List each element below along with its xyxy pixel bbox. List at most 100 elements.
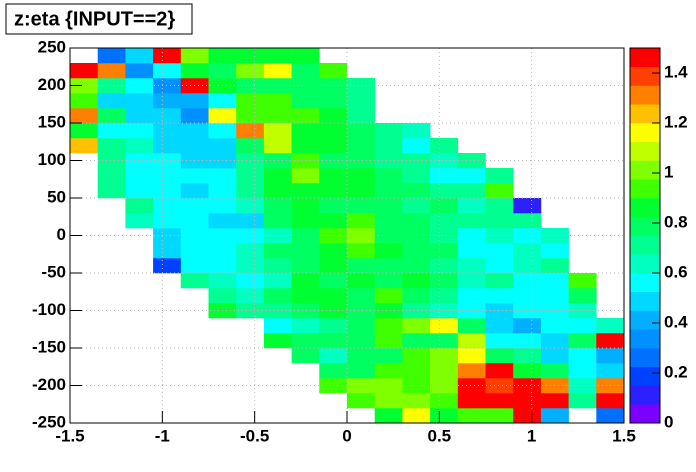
cell [347, 168, 375, 184]
cell [319, 363, 348, 379]
cell [402, 198, 431, 214]
cell [457, 303, 486, 319]
cell [208, 288, 237, 304]
cell [568, 363, 597, 379]
cell [319, 93, 348, 109]
cell [347, 138, 375, 154]
cell [347, 393, 375, 409]
cell [347, 183, 375, 199]
cell [374, 318, 403, 334]
cell [485, 393, 514, 409]
cell [540, 363, 569, 379]
cell [208, 48, 237, 64]
cell [180, 213, 209, 229]
cell [153, 93, 182, 109]
z-tick-label: 0.2 [664, 362, 688, 381]
z-tick-label: 0.6 [664, 262, 688, 281]
cell [347, 228, 375, 244]
cell [236, 168, 265, 184]
cell [263, 273, 292, 289]
cell [208, 168, 237, 184]
cell [485, 213, 514, 229]
color-band [630, 310, 660, 330]
cell [319, 183, 348, 199]
y-tick-label: -100 [32, 300, 66, 319]
cell [374, 198, 403, 214]
cell [374, 288, 403, 304]
y-tick-label: -50 [41, 262, 66, 281]
cell [180, 168, 209, 184]
cell [513, 228, 542, 244]
cell [430, 243, 459, 259]
cell [347, 198, 375, 214]
cell [402, 318, 431, 334]
cell [402, 123, 431, 139]
cell [485, 228, 514, 244]
cell [374, 393, 403, 409]
cell [208, 273, 237, 289]
cell [70, 93, 98, 109]
cell [374, 228, 403, 244]
cell [125, 93, 154, 109]
cell [291, 318, 320, 334]
cell [319, 348, 348, 364]
color-band [630, 123, 660, 143]
cell [319, 333, 348, 349]
cell [457, 168, 486, 184]
cell [97, 48, 126, 64]
cell [291, 213, 320, 229]
cell [374, 258, 403, 274]
cell [263, 63, 292, 79]
color-band [630, 216, 660, 236]
cell [153, 213, 182, 229]
cell [485, 303, 514, 319]
cell [263, 48, 292, 64]
cell [263, 318, 292, 334]
cell [513, 213, 542, 229]
cell [319, 123, 348, 139]
cell [236, 108, 265, 124]
cell [153, 63, 182, 79]
plot-frame [69, 47, 625, 424]
cell [236, 258, 265, 274]
cell [347, 378, 375, 394]
cell [125, 108, 154, 124]
cell [596, 408, 625, 424]
cell [374, 243, 403, 259]
cell [485, 258, 514, 274]
cell [153, 138, 182, 154]
cell [319, 108, 348, 124]
cell [153, 198, 182, 214]
cell [291, 243, 320, 259]
cell [291, 333, 320, 349]
cell [457, 273, 486, 289]
cell [236, 213, 265, 229]
cell [457, 378, 486, 394]
cell [457, 333, 486, 349]
cell [263, 93, 292, 109]
cell [319, 138, 348, 154]
cell [263, 123, 292, 139]
cell [513, 258, 542, 274]
cell [347, 258, 375, 274]
cell [540, 333, 569, 349]
cell [430, 258, 459, 274]
cell [347, 243, 375, 259]
cell [208, 138, 237, 154]
cell [540, 273, 569, 289]
cell [70, 123, 98, 139]
cell [402, 153, 431, 169]
cell [485, 288, 514, 304]
cell [430, 333, 459, 349]
cell [263, 303, 292, 319]
cell [208, 63, 237, 79]
cell [208, 183, 237, 199]
cell [347, 333, 375, 349]
cell [125, 198, 154, 214]
cell [97, 123, 126, 139]
cell [374, 123, 403, 139]
cell [347, 288, 375, 304]
cell [430, 213, 459, 229]
cell [291, 63, 320, 79]
cell [125, 183, 154, 199]
